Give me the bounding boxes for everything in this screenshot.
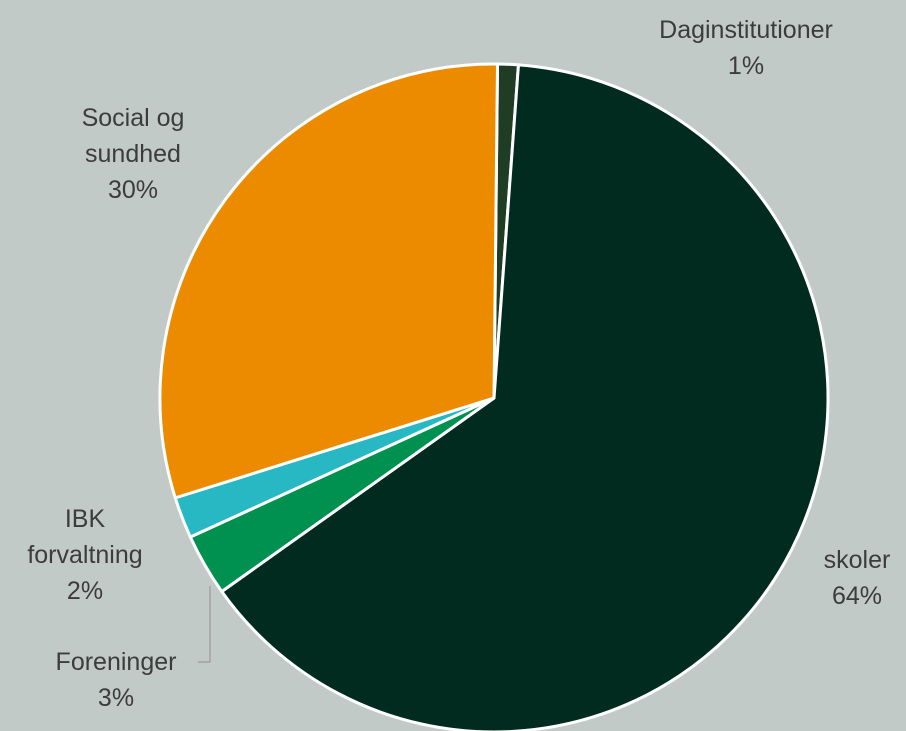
slice-label-foreninger: Foreninger 3% [56, 648, 177, 712]
slice-label-name: Foreninger [56, 648, 177, 676]
slice-label-social-og-sundhed: Social og sundhed 30% [82, 104, 185, 204]
slice-label-name: skoler [824, 546, 891, 574]
slice-label-value: 64% [832, 582, 882, 610]
slice-label-name: Social og [82, 104, 185, 132]
pie-slice-skoler [220, 63, 830, 731]
slice-label-skoler: skoler 64% [824, 546, 891, 610]
slice-label-name: Daginstitutioner [659, 16, 833, 44]
slice-label-value: 30% [108, 176, 158, 204]
leader-line-foreninger [198, 586, 211, 663]
slice-label-ibk-forvaltning: IBK forvaltning 2% [27, 505, 142, 605]
slice-label-daginstitutioner: Daginstitutioner 1% [659, 16, 833, 80]
slice-label-value: 2% [67, 577, 103, 605]
slices-layer [158, 62, 830, 731]
slice-label-value: 1% [728, 52, 764, 80]
slice-label-name: forvaltning [27, 541, 142, 569]
labels-layer: Daginstitutioner 1% skoler 64% Foreninger 3% I… [27, 16, 890, 712]
slice-label-name: IBK [65, 505, 106, 533]
slice-label-value: 3% [98, 684, 134, 712]
leaders-layer [198, 586, 211, 663]
slice-label-name: sundhed [85, 140, 181, 168]
pie-slice-social-og-sundhed [158, 62, 499, 500]
